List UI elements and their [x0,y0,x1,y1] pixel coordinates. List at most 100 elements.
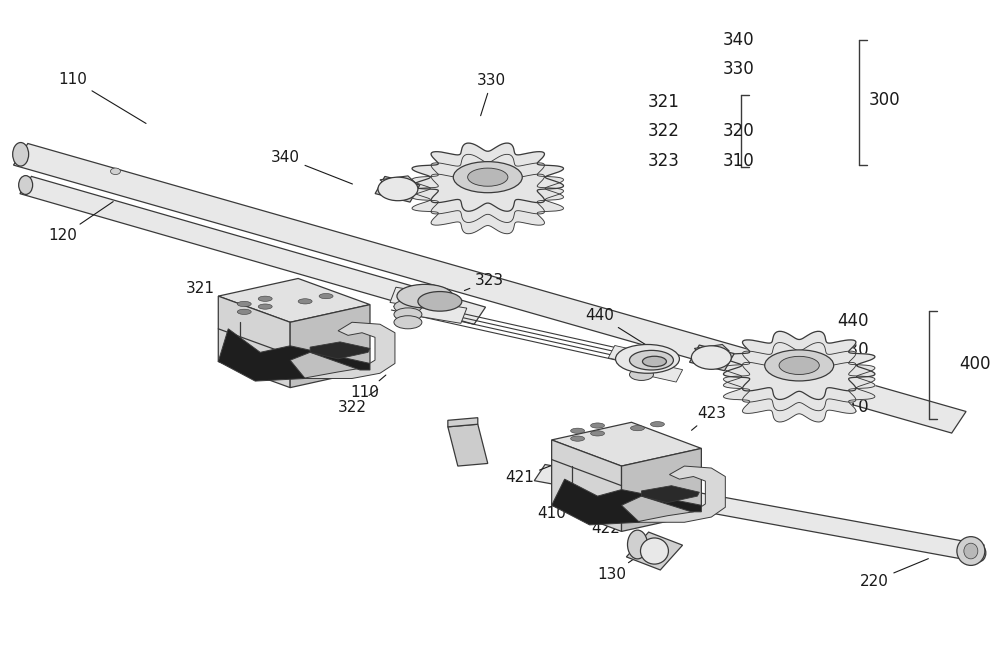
Text: 423: 423 [692,406,726,430]
Ellipse shape [571,436,585,441]
Polygon shape [310,342,370,359]
Ellipse shape [630,353,653,365]
Ellipse shape [258,296,272,301]
Polygon shape [634,466,725,522]
Polygon shape [20,176,486,324]
Ellipse shape [957,536,985,565]
Ellipse shape [468,168,508,186]
Ellipse shape [616,345,679,373]
Text: 321: 321 [186,281,253,310]
Polygon shape [618,350,663,371]
Text: 440: 440 [585,309,645,345]
Ellipse shape [394,316,422,329]
Text: 310: 310 [218,332,256,346]
Text: 410: 410 [837,398,869,416]
Polygon shape [552,422,701,466]
Text: 410: 410 [537,493,595,521]
Ellipse shape [964,543,978,559]
Ellipse shape [13,143,29,166]
Polygon shape [626,532,683,570]
Ellipse shape [640,538,668,564]
Text: 322: 322 [648,122,679,140]
Text: 422: 422 [591,517,635,536]
Ellipse shape [453,162,522,193]
Ellipse shape [571,428,585,434]
Polygon shape [552,479,701,525]
Ellipse shape [237,309,251,314]
Ellipse shape [110,168,120,174]
Text: 340: 340 [271,150,352,184]
Ellipse shape [319,293,333,299]
Polygon shape [448,424,488,466]
Text: 323: 323 [464,273,504,291]
Polygon shape [690,345,734,371]
Polygon shape [723,343,875,411]
Ellipse shape [394,300,422,313]
Text: 330: 330 [477,73,506,116]
Polygon shape [13,143,966,433]
Polygon shape [290,305,370,388]
Polygon shape [218,329,370,381]
Text: 321: 321 [648,93,679,111]
Polygon shape [302,322,395,379]
Polygon shape [375,176,420,202]
Polygon shape [390,288,443,310]
Text: 340: 340 [723,31,754,49]
Polygon shape [380,182,415,193]
Ellipse shape [418,291,462,311]
Polygon shape [638,361,683,382]
Text: 300: 300 [869,91,901,109]
Ellipse shape [591,431,605,436]
Ellipse shape [642,356,666,367]
Polygon shape [694,351,729,362]
Text: 120: 120 [48,202,113,244]
Text: 130: 130 [597,557,637,582]
Ellipse shape [691,346,731,369]
Ellipse shape [779,356,819,375]
Ellipse shape [237,301,251,307]
Ellipse shape [19,176,33,195]
Polygon shape [218,278,370,322]
Polygon shape [380,176,415,186]
Text: 330: 330 [723,60,754,79]
Ellipse shape [397,284,453,308]
Ellipse shape [591,423,605,428]
Ellipse shape [298,299,312,304]
Polygon shape [414,300,467,324]
Polygon shape [641,485,699,502]
Polygon shape [412,155,563,223]
Text: 320: 320 [723,122,754,140]
Ellipse shape [630,361,653,373]
Polygon shape [402,293,455,317]
Ellipse shape [258,304,272,309]
Polygon shape [608,345,653,366]
Text: 110: 110 [351,375,386,400]
Text: 322: 322 [338,389,378,415]
Polygon shape [622,449,701,531]
Polygon shape [412,166,563,234]
Text: 323: 323 [648,152,679,170]
Polygon shape [534,464,984,561]
Ellipse shape [631,426,644,431]
Text: 421: 421 [505,462,559,485]
Text: 430: 430 [837,341,869,359]
Polygon shape [218,296,290,388]
Polygon shape [723,354,875,422]
Polygon shape [628,356,673,377]
Text: 220: 220 [860,559,928,589]
Text: 400: 400 [959,355,990,373]
Text: 440: 440 [838,312,869,330]
Polygon shape [694,345,729,355]
Ellipse shape [630,369,653,381]
Ellipse shape [630,350,673,370]
Text: 110: 110 [58,71,146,123]
Ellipse shape [765,350,834,381]
Text: 310: 310 [723,152,754,170]
Text: 420: 420 [837,369,869,388]
Ellipse shape [972,544,986,562]
Ellipse shape [628,530,647,559]
Ellipse shape [394,308,422,321]
Polygon shape [723,331,875,400]
Ellipse shape [378,177,418,200]
Polygon shape [448,418,478,427]
